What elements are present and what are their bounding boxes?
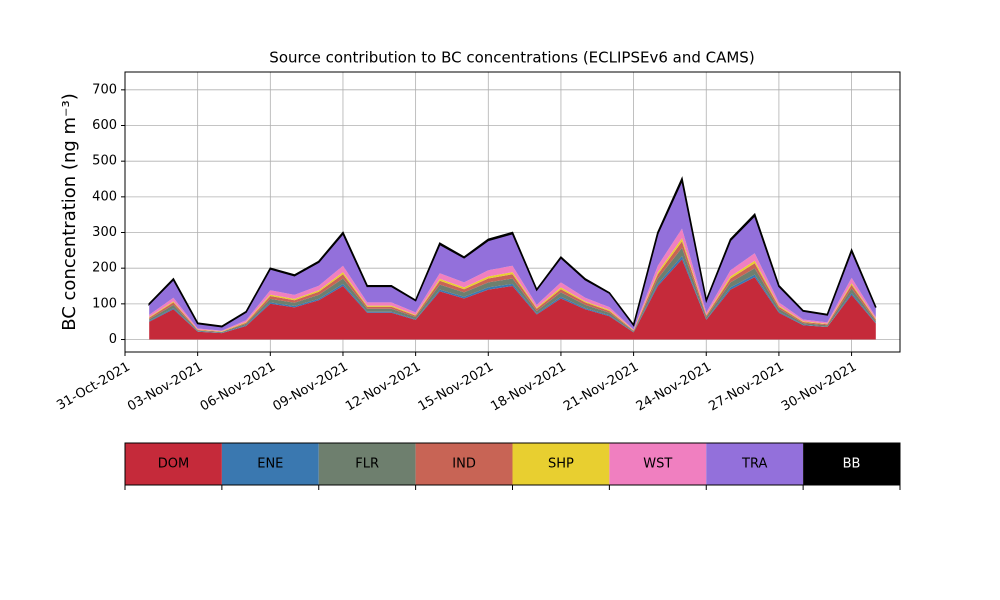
area — [149, 241, 876, 332]
y-tick-label: 400 — [92, 189, 117, 204]
plot-frame — [124, 71, 901, 353]
legend-swatch — [318, 443, 416, 485]
x-tick-label: 03-Nov-2021 — [125, 360, 205, 415]
y-tick-label: 200 — [92, 261, 117, 276]
x-tick-label: 06-Nov-2021 — [198, 360, 278, 415]
legend-label: BB — [843, 457, 861, 472]
x-tick-label: 12-Nov-2021 — [343, 360, 423, 415]
legend-swatch — [512, 443, 610, 485]
x-tick-label: 31-Oct-2021 — [54, 360, 132, 414]
legend-swatch — [125, 443, 222, 485]
y-tick-label: 600 — [92, 118, 117, 133]
legend-swatch — [803, 443, 900, 485]
area — [149, 247, 876, 333]
x-tick-label: 24-Nov-2021 — [634, 360, 714, 415]
legend-swatch — [609, 443, 707, 485]
legend-swatch — [221, 443, 319, 485]
legend-swatch — [415, 443, 513, 485]
x-tick-label: 09-Nov-2021 — [270, 360, 350, 415]
legend-label: ENE — [257, 457, 283, 472]
legend-label: IND — [452, 457, 476, 472]
y-axis-label: BC concentration (ng m⁻³) — [59, 93, 80, 331]
y-tick-label: 300 — [92, 225, 117, 240]
area — [149, 259, 876, 340]
legend-label: DOM — [158, 457, 189, 472]
area — [148, 176, 877, 328]
x-tick-label: 21-Nov-2021 — [561, 360, 641, 415]
x-tick-label: 27-Nov-2021 — [706, 360, 786, 415]
legend-swatch — [706, 443, 804, 485]
legend-frame — [124, 442, 901, 486]
y-tick-label: 0 — [109, 332, 117, 347]
legend-label: FLR — [355, 457, 379, 472]
x-tick-label: 15-Nov-2021 — [416, 360, 496, 415]
x-tick-label: 18-Nov-2021 — [488, 360, 568, 415]
legend-label: WST — [643, 457, 672, 472]
y-tick-label: 500 — [92, 154, 117, 169]
y-tick-label: 100 — [92, 296, 117, 311]
chart-title: Source contribution to BC concentrations… — [269, 49, 754, 67]
area — [149, 228, 876, 332]
legend-label: TRA — [741, 457, 767, 472]
x-tick-label: 30-Nov-2021 — [779, 360, 859, 415]
legend-label: SHP — [548, 457, 574, 472]
y-tick-label: 700 — [92, 82, 117, 97]
area — [149, 180, 876, 331]
